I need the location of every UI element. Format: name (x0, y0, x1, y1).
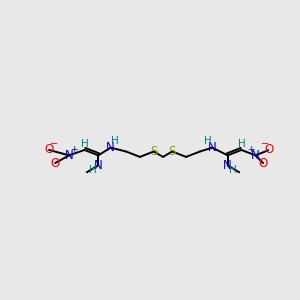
Text: H: H (111, 136, 119, 146)
Text: H: H (81, 139, 88, 149)
Text: H: H (89, 165, 97, 175)
Text: H: H (229, 165, 237, 175)
Text: O: O (51, 157, 60, 169)
Text: S: S (150, 145, 158, 158)
Text: N: N (106, 141, 115, 154)
Text: +: + (70, 146, 77, 154)
Text: H: H (238, 139, 245, 149)
Text: O: O (265, 143, 274, 157)
Text: N: N (223, 159, 232, 172)
Text: H: H (204, 136, 212, 146)
Text: O: O (44, 143, 54, 157)
Text: −: − (261, 139, 269, 149)
Text: N: N (208, 141, 217, 154)
Text: −: − (50, 139, 58, 149)
Text: N: N (251, 149, 260, 162)
Text: N: N (65, 149, 74, 162)
Text: S: S (169, 145, 176, 158)
Text: N: N (94, 159, 103, 172)
Text: O: O (259, 157, 268, 169)
Text: +: + (247, 146, 254, 154)
